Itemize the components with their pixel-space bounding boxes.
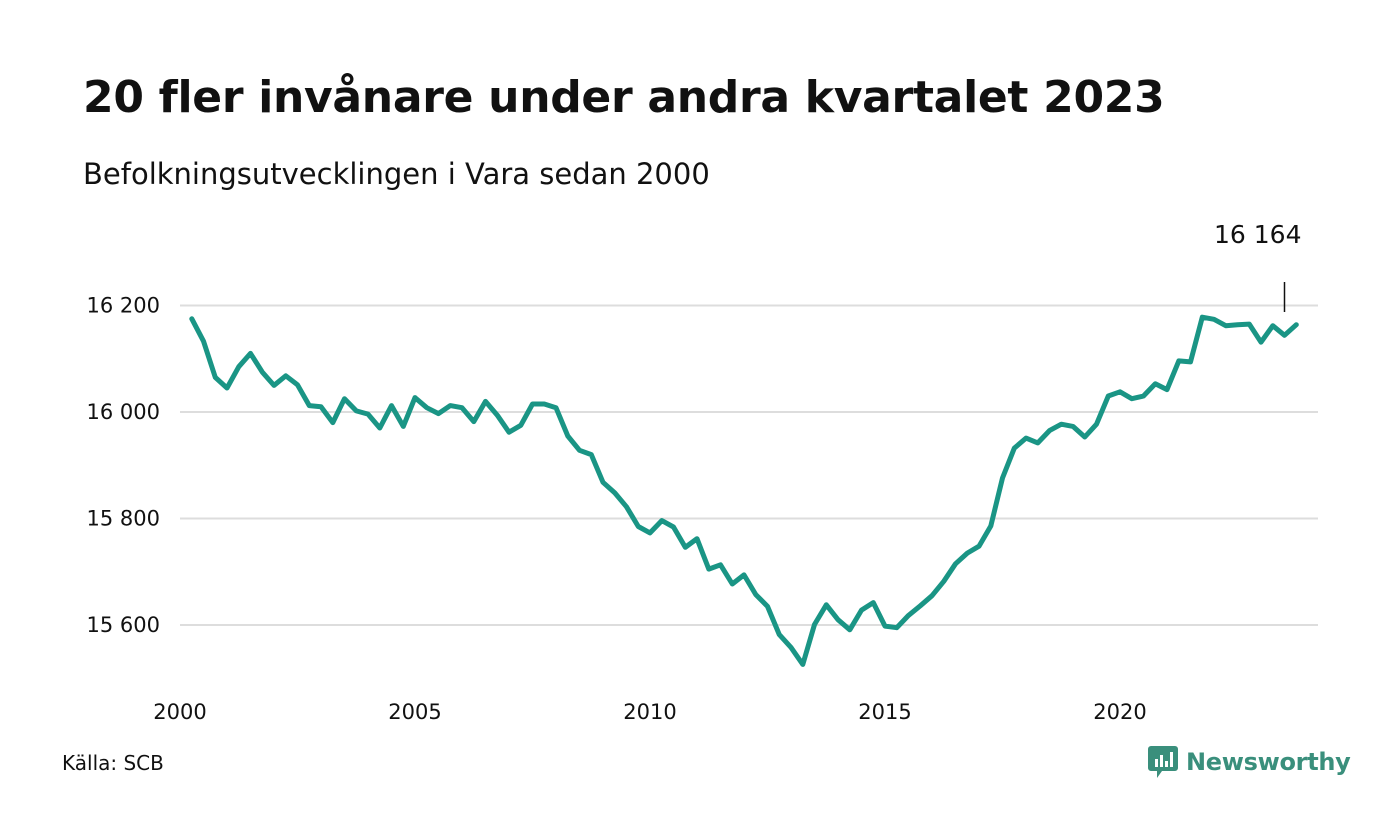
y-tick-label: 15 600	[87, 613, 160, 637]
population-series	[189, 314, 1299, 667]
annotation-label: 16 164	[1214, 220, 1301, 249]
x-tick-label: 2015	[858, 700, 911, 724]
series-line	[189, 314, 1299, 667]
y-axis-ticks: 15 600 15 800 16 000 16 200	[87, 294, 160, 638]
x-tick-label: 2020	[1093, 700, 1146, 724]
chart-subtitle: Befolkningsutvecklingen i Vara sedan 200…	[83, 157, 710, 191]
last-value-annotation: 16 164	[1214, 220, 1302, 312]
x-tick-label: 2005	[388, 700, 441, 724]
y-tick-label: 16 200	[87, 294, 160, 318]
x-axis-ticks: 2000 2005 2010 2015 2020	[153, 700, 1146, 724]
line-chart: 15 600 15 800 16 000 16 200 2000 2005 2010 201…	[87, 220, 1318, 724]
source-note: Källa: SCB	[62, 751, 164, 775]
newsworthy-logo-icon	[1148, 746, 1178, 778]
x-tick-label: 2010	[623, 700, 676, 724]
brand-name: Newsworthy	[1186, 748, 1351, 776]
x-tick-label: 2000	[153, 700, 206, 724]
chart-title: 20 fler invånare under andra kvartalet 2…	[83, 72, 1165, 123]
y-tick-label: 16 000	[87, 400, 160, 424]
brand-logo: Newsworthy	[1148, 744, 1351, 780]
grid-lines	[180, 304, 1318, 626]
y-tick-label: 15 800	[87, 507, 160, 531]
